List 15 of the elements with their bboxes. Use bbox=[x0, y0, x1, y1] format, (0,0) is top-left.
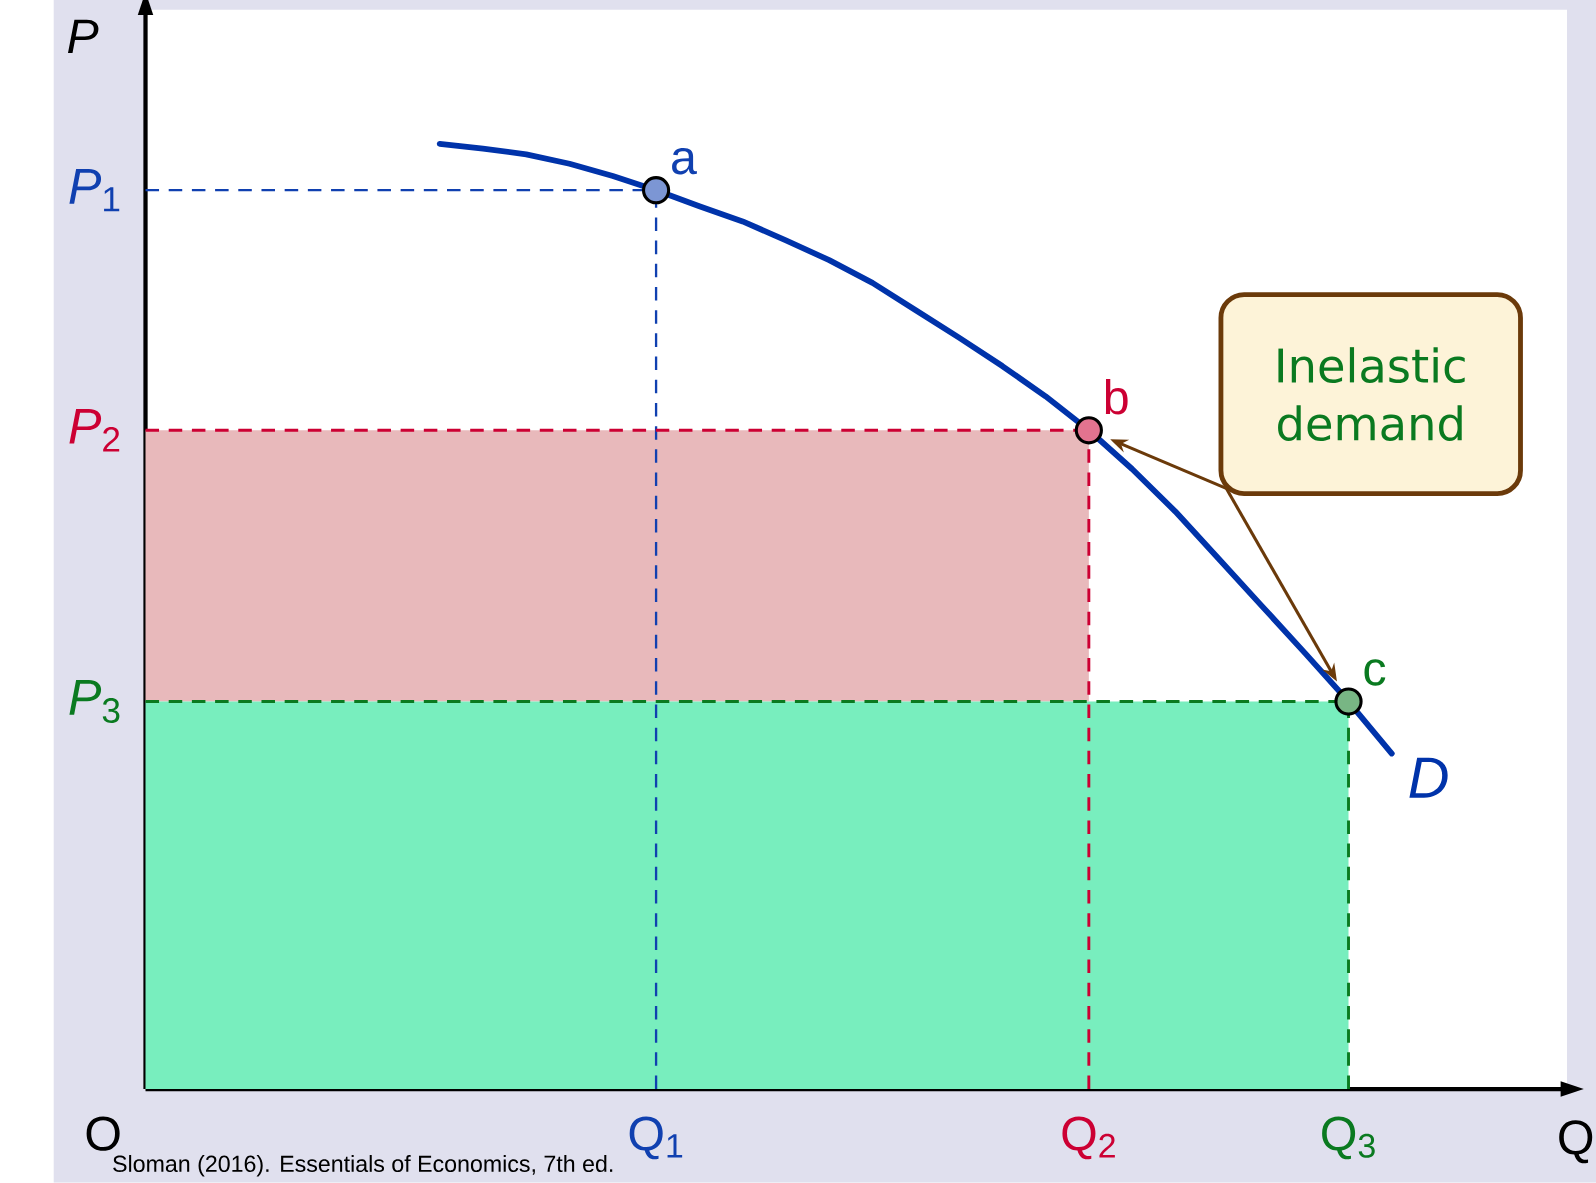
annotation: Inelastic demand bbox=[1278, 347, 1465, 442]
annotation: c bbox=[1364, 659, 1386, 686]
text: O bbox=[86, 1116, 120, 1151]
legend-label: D bbox=[1409, 757, 1448, 798]
annotation: a bbox=[672, 147, 697, 175]
x-axis-title: Q bbox=[1559, 1120, 1593, 1164]
x-tick-label: Q$_{2}$ bbox=[1062, 1116, 1115, 1160]
x-tick-label: Q$_{3}$ bbox=[1322, 1116, 1375, 1160]
text: P bbox=[67, 19, 99, 54]
ref-line-label: P$_{1}$ bbox=[69, 169, 120, 212]
annotation: b bbox=[1105, 379, 1128, 415]
ref-line-label: P$_{3}$ bbox=[69, 680, 120, 724]
ref-line-label: P$_{2}$ bbox=[69, 409, 120, 452]
text: Sloman (2016). Essentials of Economics, 7th ed. bbox=[113, 1155, 613, 1177]
x-tick-label: Q$_{1}$ bbox=[629, 1116, 683, 1160]
